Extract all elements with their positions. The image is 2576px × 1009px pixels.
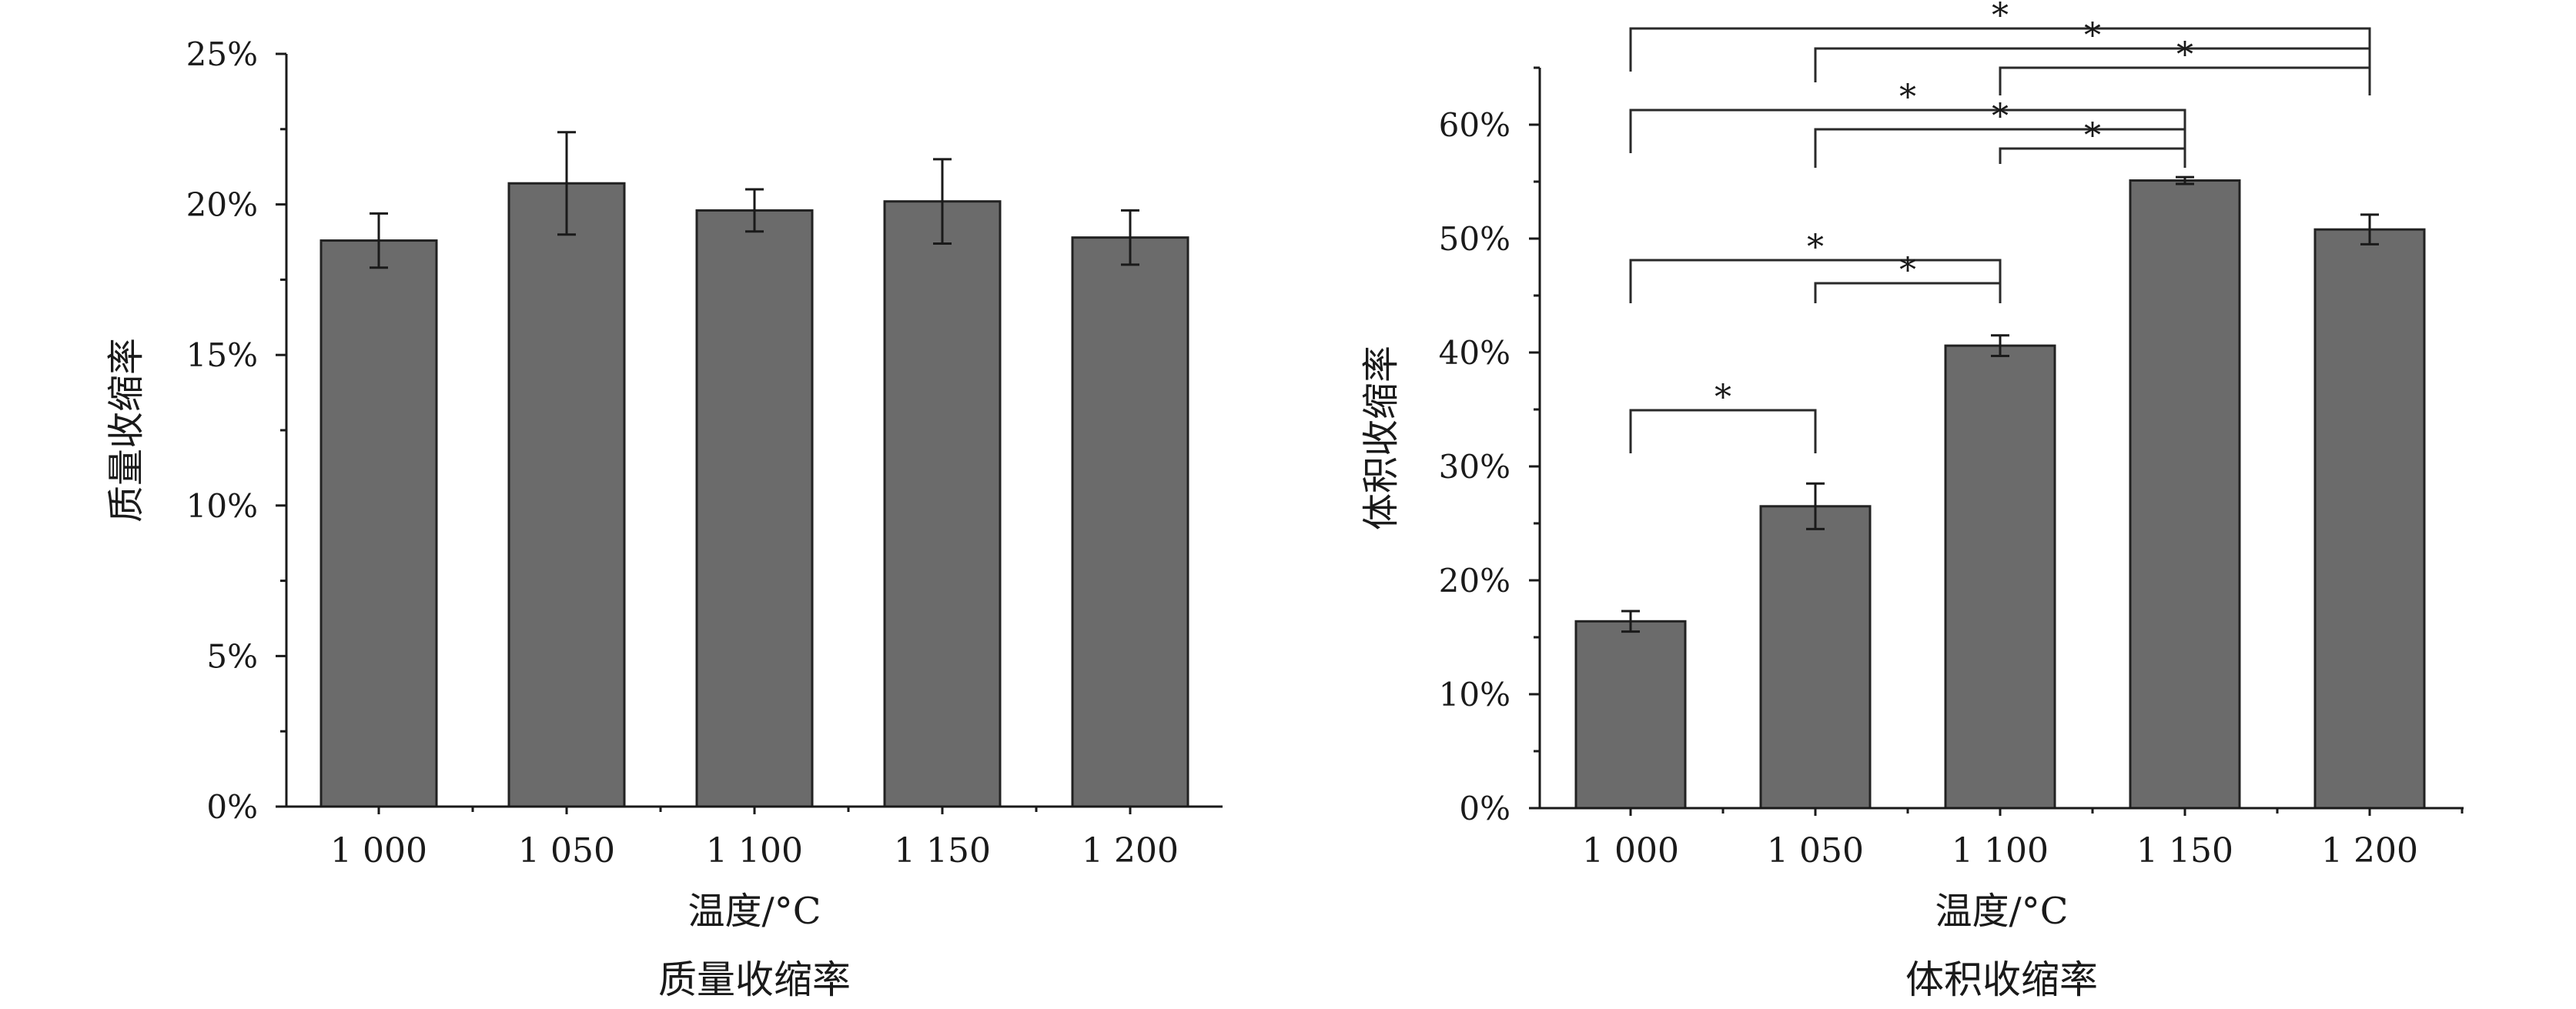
y-tick-label: 50% — [1439, 220, 1510, 258]
significance-bracket — [1999, 147, 2186, 164]
chart-panel-1: 0% 5% 10% 15% 20% 25% 1 000 1 050 1 100 1 150 1 20… — [105, 35, 1223, 1002]
y-tick-label: 10% — [1439, 676, 1510, 713]
bar — [2129, 179, 2241, 810]
bar — [1759, 505, 1872, 810]
significance-star: * — [2084, 16, 2101, 55]
y-tick-label: 30% — [1439, 448, 1510, 486]
y-tick-label: 20% — [1439, 562, 1510, 600]
x-tick-label: 1 100 — [706, 831, 803, 870]
x-tick-label: 1 000 — [1582, 831, 1679, 870]
y-tick-label: 60% — [1439, 106, 1510, 144]
chart-title: 体积收缩率 — [1905, 957, 2098, 1002]
x-tick-label: 1 200 — [1082, 831, 1179, 870]
y-tick-label: 5% — [206, 637, 258, 675]
x-tick-label: 1 100 — [1952, 831, 2049, 870]
x-axis-label: 温度/°C — [1935, 890, 2069, 933]
x-axis-label: 温度/°C — [688, 890, 821, 933]
y-axis-label: 质量收缩率 — [105, 338, 148, 523]
chart-title: 质量收缩率 — [658, 957, 851, 1002]
bar — [2313, 228, 2426, 810]
y-tick-label: 25% — [186, 35, 258, 73]
significance-bracket — [1999, 66, 2371, 95]
x-tick-label: 1 150 — [2136, 831, 2233, 870]
bar — [1574, 620, 1687, 810]
y-tick-label: 10% — [186, 487, 258, 525]
bar — [883, 200, 1002, 808]
significance-bracket — [1629, 409, 1817, 453]
significance-bracket — [1629, 259, 2002, 303]
significance-bracket — [1814, 282, 2002, 303]
y-tick-label: 0% — [206, 788, 258, 826]
bar — [507, 182, 626, 808]
significance-star: * — [1899, 78, 1916, 117]
significance-star: * — [1715, 378, 1731, 417]
significance-star: * — [1807, 228, 1824, 267]
bar — [695, 209, 814, 808]
y-tick-label: 0% — [1459, 790, 1510, 827]
y-tick-label: 40% — [1439, 334, 1510, 372]
bar — [1071, 236, 1189, 808]
x-tick-label: 1 050 — [1767, 831, 1864, 870]
significance-bracket — [1814, 47, 2371, 82]
chart-panel-2: 0% 10% 20% 30% 40% 50% 60% 1 000 1 050 1 100 1 150… — [1360, 0, 2464, 1002]
significance-star: * — [2084, 116, 2101, 155]
y-tick-label: 20% — [186, 186, 258, 224]
significance-star: * — [1992, 0, 2009, 35]
bar — [319, 239, 438, 808]
x-tick-label: 1 000 — [330, 831, 427, 870]
y-axis-label: 体积收缩率 — [1360, 346, 1403, 530]
significance-star: * — [1899, 251, 1916, 290]
x-tick-label: 1 050 — [518, 831, 615, 870]
y-tick-label: 15% — [186, 336, 258, 374]
significance-star: * — [2176, 35, 2193, 75]
bar — [1944, 344, 2056, 810]
x-tick-label: 1 150 — [894, 831, 991, 870]
significance-star: * — [1992, 97, 2009, 136]
x-tick-label: 1 200 — [2321, 831, 2418, 870]
